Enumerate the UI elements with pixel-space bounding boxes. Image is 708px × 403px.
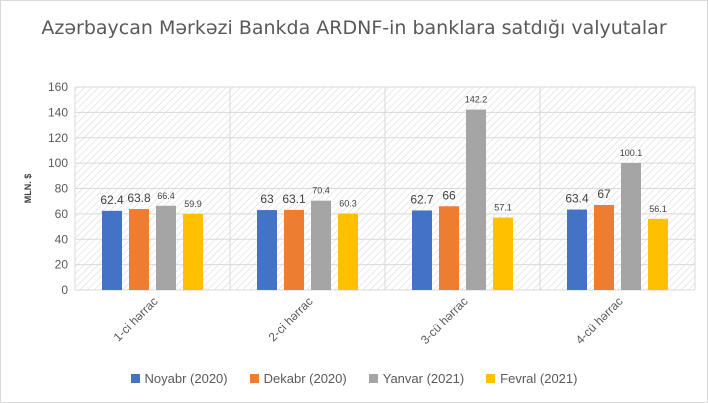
- data-label: 56.1: [649, 204, 667, 214]
- data-label: 62.7: [410, 192, 434, 206]
- bar: [439, 206, 459, 290]
- y-tick-label: 20: [55, 258, 69, 272]
- category-label: 2-ci hərrac: [266, 294, 316, 344]
- legend-label: Fevral (2021): [500, 371, 578, 386]
- chart-title: Azərbaycan Mərkəzi Bankda ARDNF-in bankl…: [41, 17, 667, 39]
- bar: [648, 218, 668, 290]
- data-label: 100.1: [620, 148, 643, 158]
- y-tick-label: 60: [55, 207, 69, 221]
- legend-swatch: [486, 374, 496, 383]
- y-tick-label: 80: [55, 182, 69, 196]
- bar: [466, 109, 486, 291]
- bar: [412, 210, 432, 290]
- data-label: 62.4: [100, 193, 124, 207]
- legend-swatch: [368, 374, 378, 383]
- y-tick-label: 40: [55, 232, 69, 246]
- category-label: 4-cü hərrac: [573, 294, 626, 347]
- legend-item: Fevral (2021): [486, 371, 577, 386]
- legend-item: Dekabr (2020): [249, 371, 347, 386]
- legend-swatch: [130, 374, 140, 383]
- legend-label: Noyabr (2020): [144, 371, 228, 386]
- y-tick-label: 140: [48, 105, 68, 119]
- data-label: 57.1: [494, 203, 512, 213]
- bar: [311, 200, 331, 290]
- data-label: 142.2: [465, 95, 488, 105]
- bar: [567, 209, 587, 290]
- y-tick-label: 120: [48, 131, 68, 145]
- data-label: 66.4: [157, 191, 175, 201]
- data-label: 63.8: [127, 191, 151, 205]
- bar: [156, 205, 176, 290]
- bar: [493, 217, 513, 290]
- data-label: 60.3: [339, 198, 357, 208]
- bar: [183, 214, 203, 290]
- y-tick-label: 0: [61, 283, 68, 297]
- bar: [594, 204, 614, 290]
- data-label: 70.4: [312, 186, 330, 196]
- data-label: 63: [260, 192, 274, 206]
- legend-item: Noyabr (2020): [130, 371, 228, 386]
- legend-item: Yanvar (2021): [368, 371, 465, 386]
- y-tick-label: 160: [48, 80, 68, 94]
- bar: [129, 209, 149, 290]
- category-label: 1-ci hərrac: [111, 294, 161, 344]
- y-tick-label: 100: [48, 156, 68, 170]
- data-label: 66: [442, 188, 456, 202]
- data-label: 59.9: [184, 199, 202, 209]
- legend: Noyabr (2020) Dekabr (2020) Yanvar (2021) F…: [1, 371, 707, 386]
- bar: [621, 162, 641, 290]
- data-label: 67: [597, 187, 611, 201]
- bar: [257, 210, 277, 290]
- legend-label: Yanvar (2021): [382, 371, 465, 386]
- category-label: 3-cü hərrac: [418, 294, 471, 347]
- bar: [284, 209, 304, 290]
- y-axis-label: MLN. $: [23, 174, 33, 204]
- bar: [102, 210, 122, 290]
- data-label: 63.4: [565, 192, 589, 206]
- bar: [338, 213, 358, 290]
- data-label: 63.1: [282, 192, 306, 206]
- legend-swatch: [249, 374, 259, 383]
- legend-label: Dekabr (2020): [263, 371, 347, 386]
